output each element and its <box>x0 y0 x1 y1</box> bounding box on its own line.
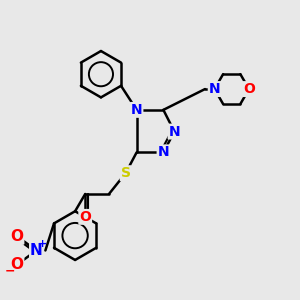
Text: O: O <box>79 210 91 224</box>
Text: +: + <box>38 239 48 249</box>
Text: −: − <box>5 265 16 278</box>
Text: S: S <box>121 166 130 180</box>
Text: N: N <box>30 243 43 258</box>
Text: N: N <box>169 124 180 139</box>
Text: O: O <box>243 82 255 96</box>
Text: O: O <box>10 229 23 244</box>
Text: N: N <box>131 103 142 117</box>
Text: N: N <box>209 82 220 96</box>
Text: N: N <box>158 146 169 159</box>
Text: O: O <box>10 257 23 272</box>
